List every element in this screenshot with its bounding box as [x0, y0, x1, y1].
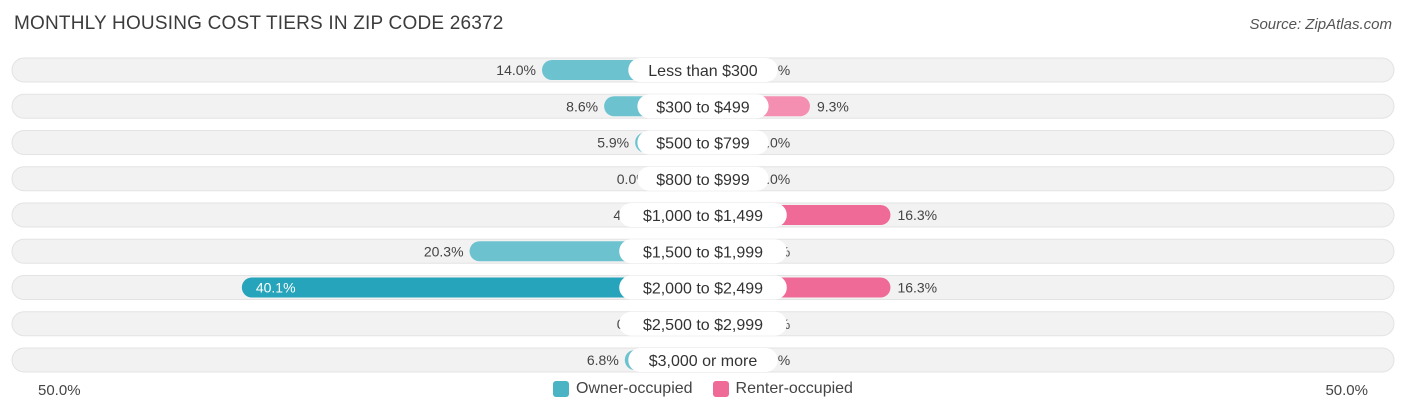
owner-bar — [241, 277, 703, 298]
category-label: $2,500 to $2,999 — [643, 317, 763, 334]
axis-right-label: 50.0% — [1325, 382, 1368, 399]
legend-swatch-renter — [712, 381, 729, 397]
owner-value-label: 5.9% — [597, 135, 629, 151]
category-pill — [619, 203, 787, 227]
category-label: $2,000 to $2,499 — [643, 281, 763, 298]
owner-value-label: 40.1% — [256, 280, 296, 296]
category-pill — [628, 58, 778, 82]
legend-label-owner: Owner-occupied — [576, 380, 693, 397]
chart-title: MONTHLY HOUSING COST TIERS IN ZIP CODE 2… — [14, 13, 504, 34]
legend-label-renter: Renter-occupied — [735, 380, 853, 397]
category-label: $300 to $499 — [656, 99, 750, 116]
legend: Owner-occupied Renter-occupied — [0, 380, 1406, 398]
category-pill — [628, 348, 778, 372]
category-label: $3,000 or more — [649, 353, 758, 370]
category-pill — [637, 166, 769, 191]
axis-left-label: 50.0% — [38, 382, 81, 399]
category-pill — [637, 94, 769, 119]
owner-value-label: 14.0% — [496, 62, 536, 78]
category-label: $1,500 to $1,999 — [643, 244, 763, 261]
category-pill — [619, 311, 787, 336]
renter-value-label: 16.3% — [897, 207, 937, 223]
renter-value-label: 9.3% — [817, 98, 849, 114]
legend-item-renter[interactable]: Renter-occupied — [712, 380, 853, 398]
legend-item-owner[interactable]: Owner-occupied — [553, 380, 693, 398]
category-pill — [619, 275, 787, 300]
category-label: $1,000 to $1,499 — [643, 208, 763, 225]
category-label: $500 to $799 — [656, 136, 750, 153]
category-pill — [637, 130, 769, 155]
renter-value-label: 16.3% — [897, 280, 937, 296]
legend-swatch-owner — [553, 381, 570, 397]
category-pill — [619, 239, 787, 264]
owner-value-label: 20.3% — [424, 243, 464, 259]
category-label: Less than $300 — [648, 63, 758, 80]
source-note: Source: ZipAtlas.com — [1249, 16, 1392, 33]
owner-value-label: 6.8% — [587, 352, 619, 368]
category-label: $800 to $999 — [656, 172, 750, 189]
owner-value-label: 8.6% — [566, 98, 598, 114]
